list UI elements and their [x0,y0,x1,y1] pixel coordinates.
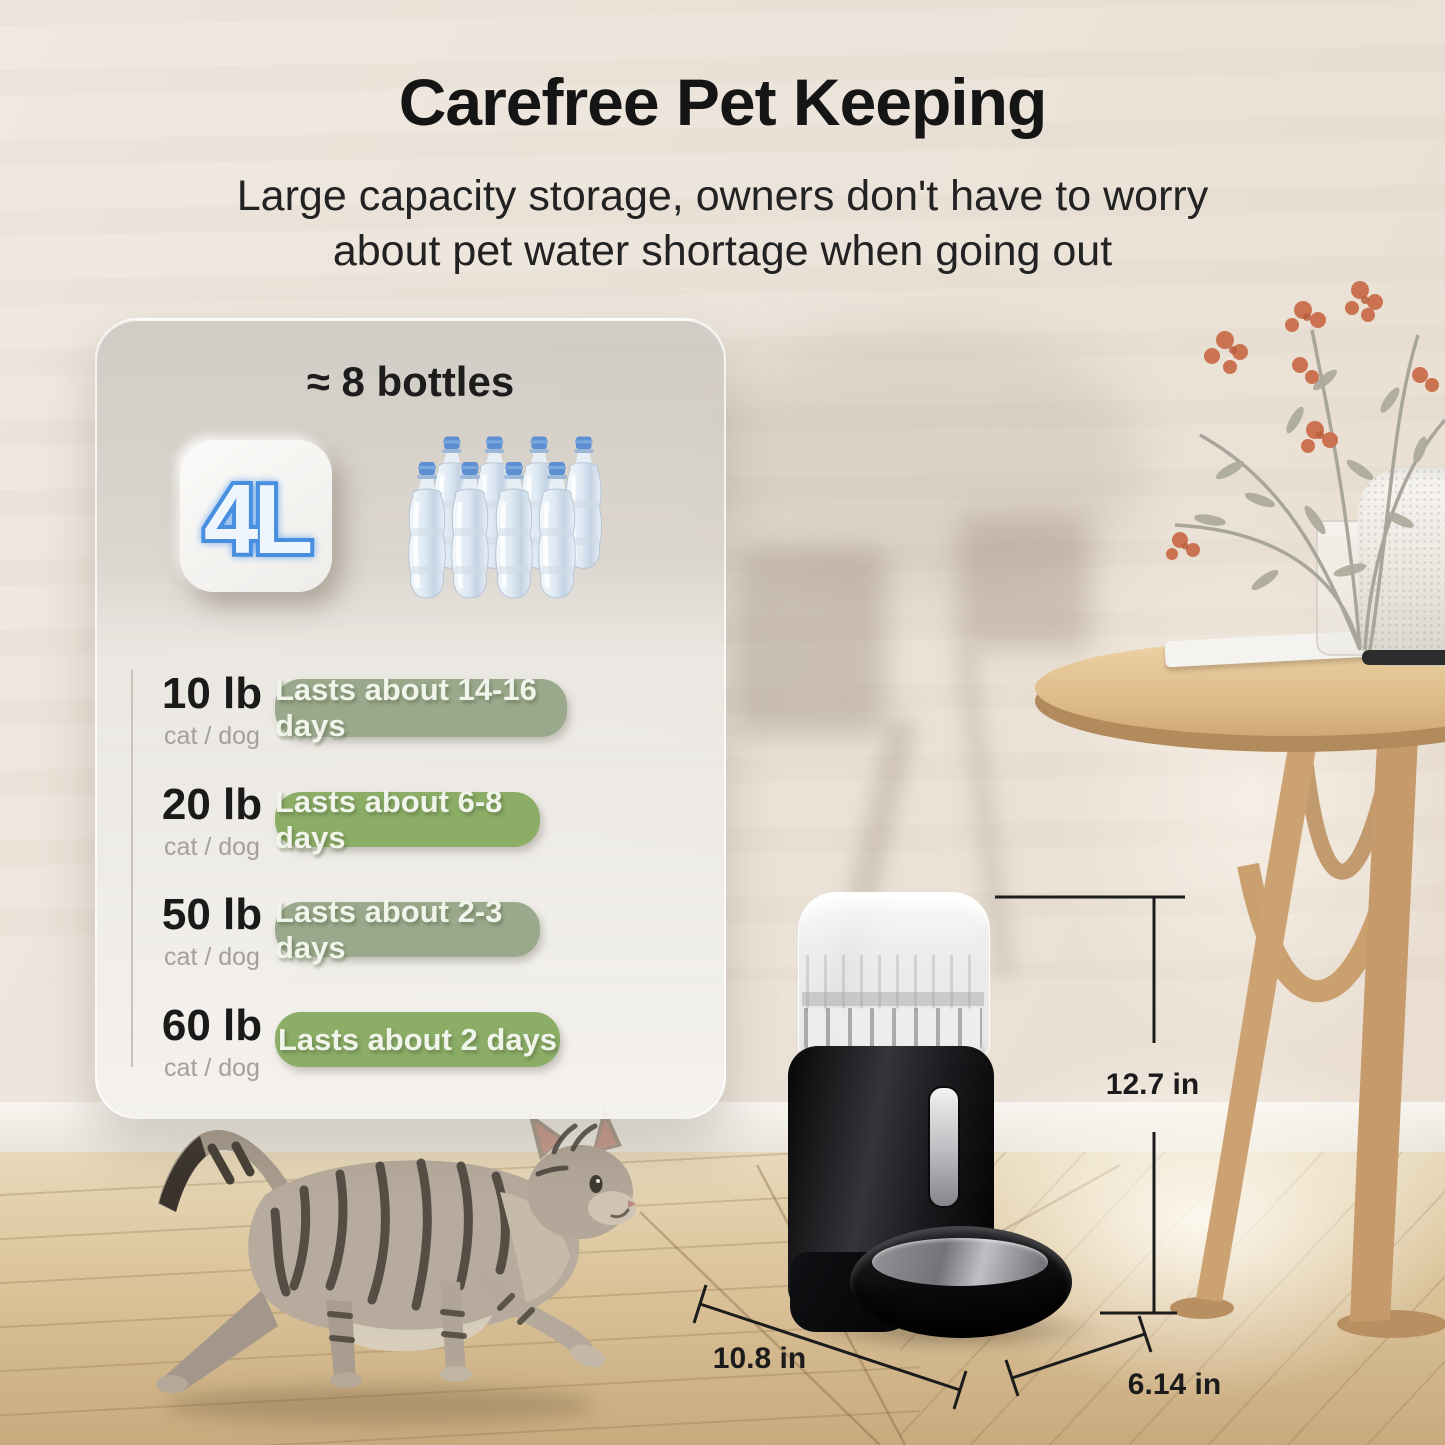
depth-line [1011,1332,1146,1380]
depth-tick [1004,1359,1020,1397]
width-tick [692,1284,708,1324]
pet-type-label: cat / dog [164,1054,260,1082]
weight-row-label: 10 lb cat / dog [137,672,287,751]
weight-row-label: 50 lb cat / dog [137,893,287,972]
dispenser-tank-ribs [806,955,980,1011]
dried-flowers-icon [1166,281,1445,651]
weight-row-label: 20 lb cat / dog [137,783,287,862]
side-table-legs [1170,690,1445,1338]
width-line [699,1302,961,1392]
page-subtitle-line1: Large capacity storage, owners don't hav… [236,172,1209,220]
pet-type-label: cat / dog [164,833,260,861]
approx-bottles-label: ≈ 8 bottles [306,358,515,405]
width-tick [952,1370,968,1410]
dispenser-bowl-water [872,1238,1048,1286]
page-subtitle-line2: about pet water shortage when going out [332,227,1113,275]
depth-tick [1137,1315,1153,1353]
weight-value: 50 lb [161,890,263,939]
capacity-4l-icon: 4L [200,460,320,578]
dispenser-tank-teeth [804,1008,982,1052]
duration-pill: Lasts about 2 days [275,1012,560,1067]
page-title: Carefree Pet Keeping [398,65,1048,139]
cat-floor-shadow [165,1386,595,1424]
dispenser-water-level-window [928,1086,960,1208]
capacity-info-card: ≈ 8 bottles 4L [95,318,726,1119]
rows-divider-line [131,670,133,1067]
svg-text:4L: 4L [204,464,311,574]
plant-pot-wall-shadow [738,548,886,736]
weight-value: 10 lb [161,669,263,718]
weight-value: 20 lb [161,780,263,829]
weight-row-label: 60 lb cat / dog [137,1004,287,1083]
height-dimension-label: 12.7 in [1105,1068,1200,1101]
pet-type-label: cat / dog [164,722,260,750]
width-dimension-label: 10.8 in [712,1342,807,1375]
depth-dimension-label: 6.14 in [1127,1368,1222,1401]
dispenser-tank-waterline [802,992,984,1006]
weight-value: 60 lb [161,1001,263,1050]
cat-illustration [156,1106,636,1393]
capacity-badge: 4L [180,440,332,592]
speaker-base [1362,650,1445,665]
pet-type-label: cat / dog [164,943,260,971]
